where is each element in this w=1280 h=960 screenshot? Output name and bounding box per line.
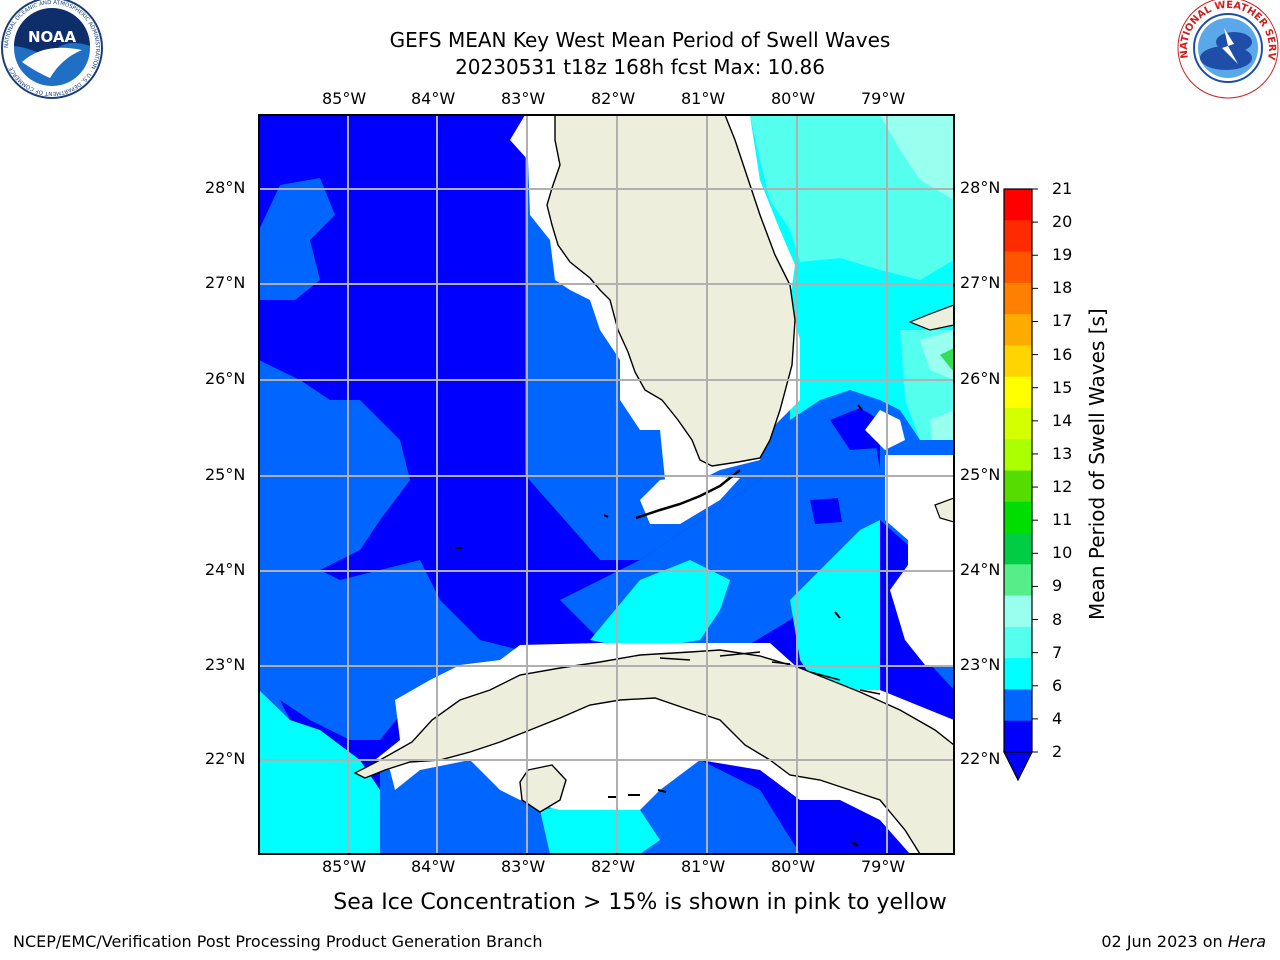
colorbar-swatch	[1004, 595, 1032, 628]
lon-label-top: 84°W	[411, 89, 456, 108]
colorbar-tick-label: 2	[1052, 742, 1063, 761]
colorbar-tick-label: 12	[1052, 477, 1073, 497]
period-4-6-straits	[590, 560, 730, 650]
colorbar-tick-label: 9	[1052, 576, 1063, 596]
colorbar-swatch	[1004, 282, 1032, 315]
lon-label-top: 80°W	[771, 89, 816, 108]
lat-label-right: 27°N	[960, 273, 1001, 292]
period-under-2-pocket-east	[830, 408, 880, 450]
chart-title-line1: GEFS MEAN Key West Mean Period of Swell …	[389, 28, 891, 52]
colorbar-swatch	[1004, 314, 1032, 346]
land-isle-of-youth	[519, 764, 567, 813]
colorbar-tick-label: 21	[1052, 179, 1073, 198]
lat-label-right: 24°N	[960, 560, 1001, 579]
lat-label-right: 22°N	[960, 749, 1001, 768]
colorbar-swatch	[1004, 626, 1032, 659]
colorbar-tick-label: 19	[1052, 245, 1073, 265]
colorbar-swatch	[1004, 501, 1032, 534]
colorbar-tick-label: 20	[1052, 212, 1073, 232]
lon-label-bottom: 81°W	[681, 857, 726, 876]
lat-label-left: 25°N	[205, 465, 246, 484]
lat-label-left: 24°N	[205, 560, 246, 579]
colorbar-tick-label: 17	[1052, 311, 1073, 331]
period-2-4-lobe-west	[259, 178, 525, 740]
lon-label-top: 83°W	[501, 89, 546, 108]
lon-label-bottom: 84°W	[411, 857, 456, 876]
colorbar-swatch	[1004, 470, 1032, 503]
cuba-north-cays	[659, 651, 881, 695]
colorbar-swatch	[1004, 345, 1032, 378]
colorbar-tick-label: 16	[1052, 344, 1073, 364]
land-grand-bahama	[908, 304, 954, 331]
colorbar-tick-label: 15	[1052, 377, 1073, 397]
footer-credit: NCEP/EMC/Verification Post Processing Pr…	[13, 932, 543, 951]
lon-label-top: 79°W	[861, 89, 906, 108]
colorbar-tick-label: 4	[1052, 708, 1063, 728]
footer-date-text: 02 Jun 2023 on	[1101, 932, 1228, 951]
period-under-2-pocket	[810, 498, 842, 524]
cay-islets	[455, 404, 863, 847]
period-8-9-patch	[880, 115, 954, 440]
lon-label-bottom: 85°W	[322, 857, 367, 876]
lat-label-left: 28°N	[205, 178, 246, 197]
colorbar-title: Mean Period of Swell Waves [s]	[1085, 308, 1109, 620]
colorbar-swatch	[1004, 407, 1032, 440]
land-florida-keys	[635, 469, 741, 520]
lon-label-top: 85°W	[322, 89, 367, 108]
colorbar-swatch	[1004, 720, 1032, 753]
colorbar-tick-label: 13	[1052, 443, 1073, 463]
lon-label-top: 82°W	[591, 89, 636, 108]
colorbar-tick-label: 18	[1052, 278, 1073, 298]
footer-host: Hera	[1227, 932, 1266, 951]
colorbar-swatch	[1004, 658, 1032, 690]
lat-label-left: 23°N	[205, 655, 246, 674]
colorbar-tick-label: 11	[1052, 510, 1073, 530]
lat-label-left: 26°N	[205, 369, 246, 388]
period-4-6-south-center	[540, 800, 660, 854]
colorbar-swatch	[1004, 533, 1032, 565]
lat-label-left: 27°N	[205, 273, 246, 292]
colorbar-tick-label: 10	[1052, 543, 1073, 563]
lat-label-left: 22°N	[205, 749, 246, 768]
lon-label-bottom: 82°W	[591, 857, 636, 876]
footer-date: 02 Jun 2023 on Hera	[1101, 932, 1266, 951]
period-9-10-patch	[940, 348, 954, 372]
period-6-8-north-east	[750, 115, 954, 280]
colorbar-tick-label: 8	[1052, 609, 1063, 629]
lat-label-right: 28°N	[960, 178, 1001, 197]
lat-label-right: 26°N	[960, 369, 1001, 388]
colorbar-swatch	[1004, 251, 1032, 284]
land-andros	[934, 497, 954, 523]
land-cuba	[353, 649, 954, 854]
map-frame	[258, 114, 955, 855]
lat-label-right: 25°N	[960, 465, 1001, 484]
lon-label-bottom: 79°W	[861, 857, 906, 876]
lat-label-right: 23°N	[960, 655, 1001, 674]
colorbar-tick-label: 7	[1052, 642, 1063, 662]
chart-title-line2: 20230531 t18z 168h fcst Max: 10.86	[455, 55, 825, 79]
lon-label-bottom: 83°W	[501, 857, 546, 876]
colorbar	[1003, 188, 1038, 782]
colorbar-swatch	[1004, 564, 1032, 597]
sea-ice-note: Sea Ice Concentration > 15% is shown in …	[333, 890, 947, 915]
map-gridlines	[259, 115, 954, 854]
colorbar-swatch	[1004, 689, 1032, 722]
colorbar-swatch	[1004, 220, 1032, 253]
lon-label-top: 81°W	[681, 89, 726, 108]
period-4-6-south-west	[259, 690, 380, 854]
colorbar-frame	[1003, 188, 1033, 753]
colorbar-tick-label: 6	[1052, 675, 1063, 695]
land-florida	[546, 115, 796, 467]
lon-label-bottom: 80°W	[771, 857, 816, 876]
colorbar-tick-label: 14	[1052, 410, 1073, 430]
colorbar-extend-arrow	[1003, 751, 1033, 782]
colorbar-swatch	[1004, 189, 1032, 221]
colorbar-swatch	[1004, 439, 1032, 471]
colorbar-swatch	[1004, 376, 1032, 409]
